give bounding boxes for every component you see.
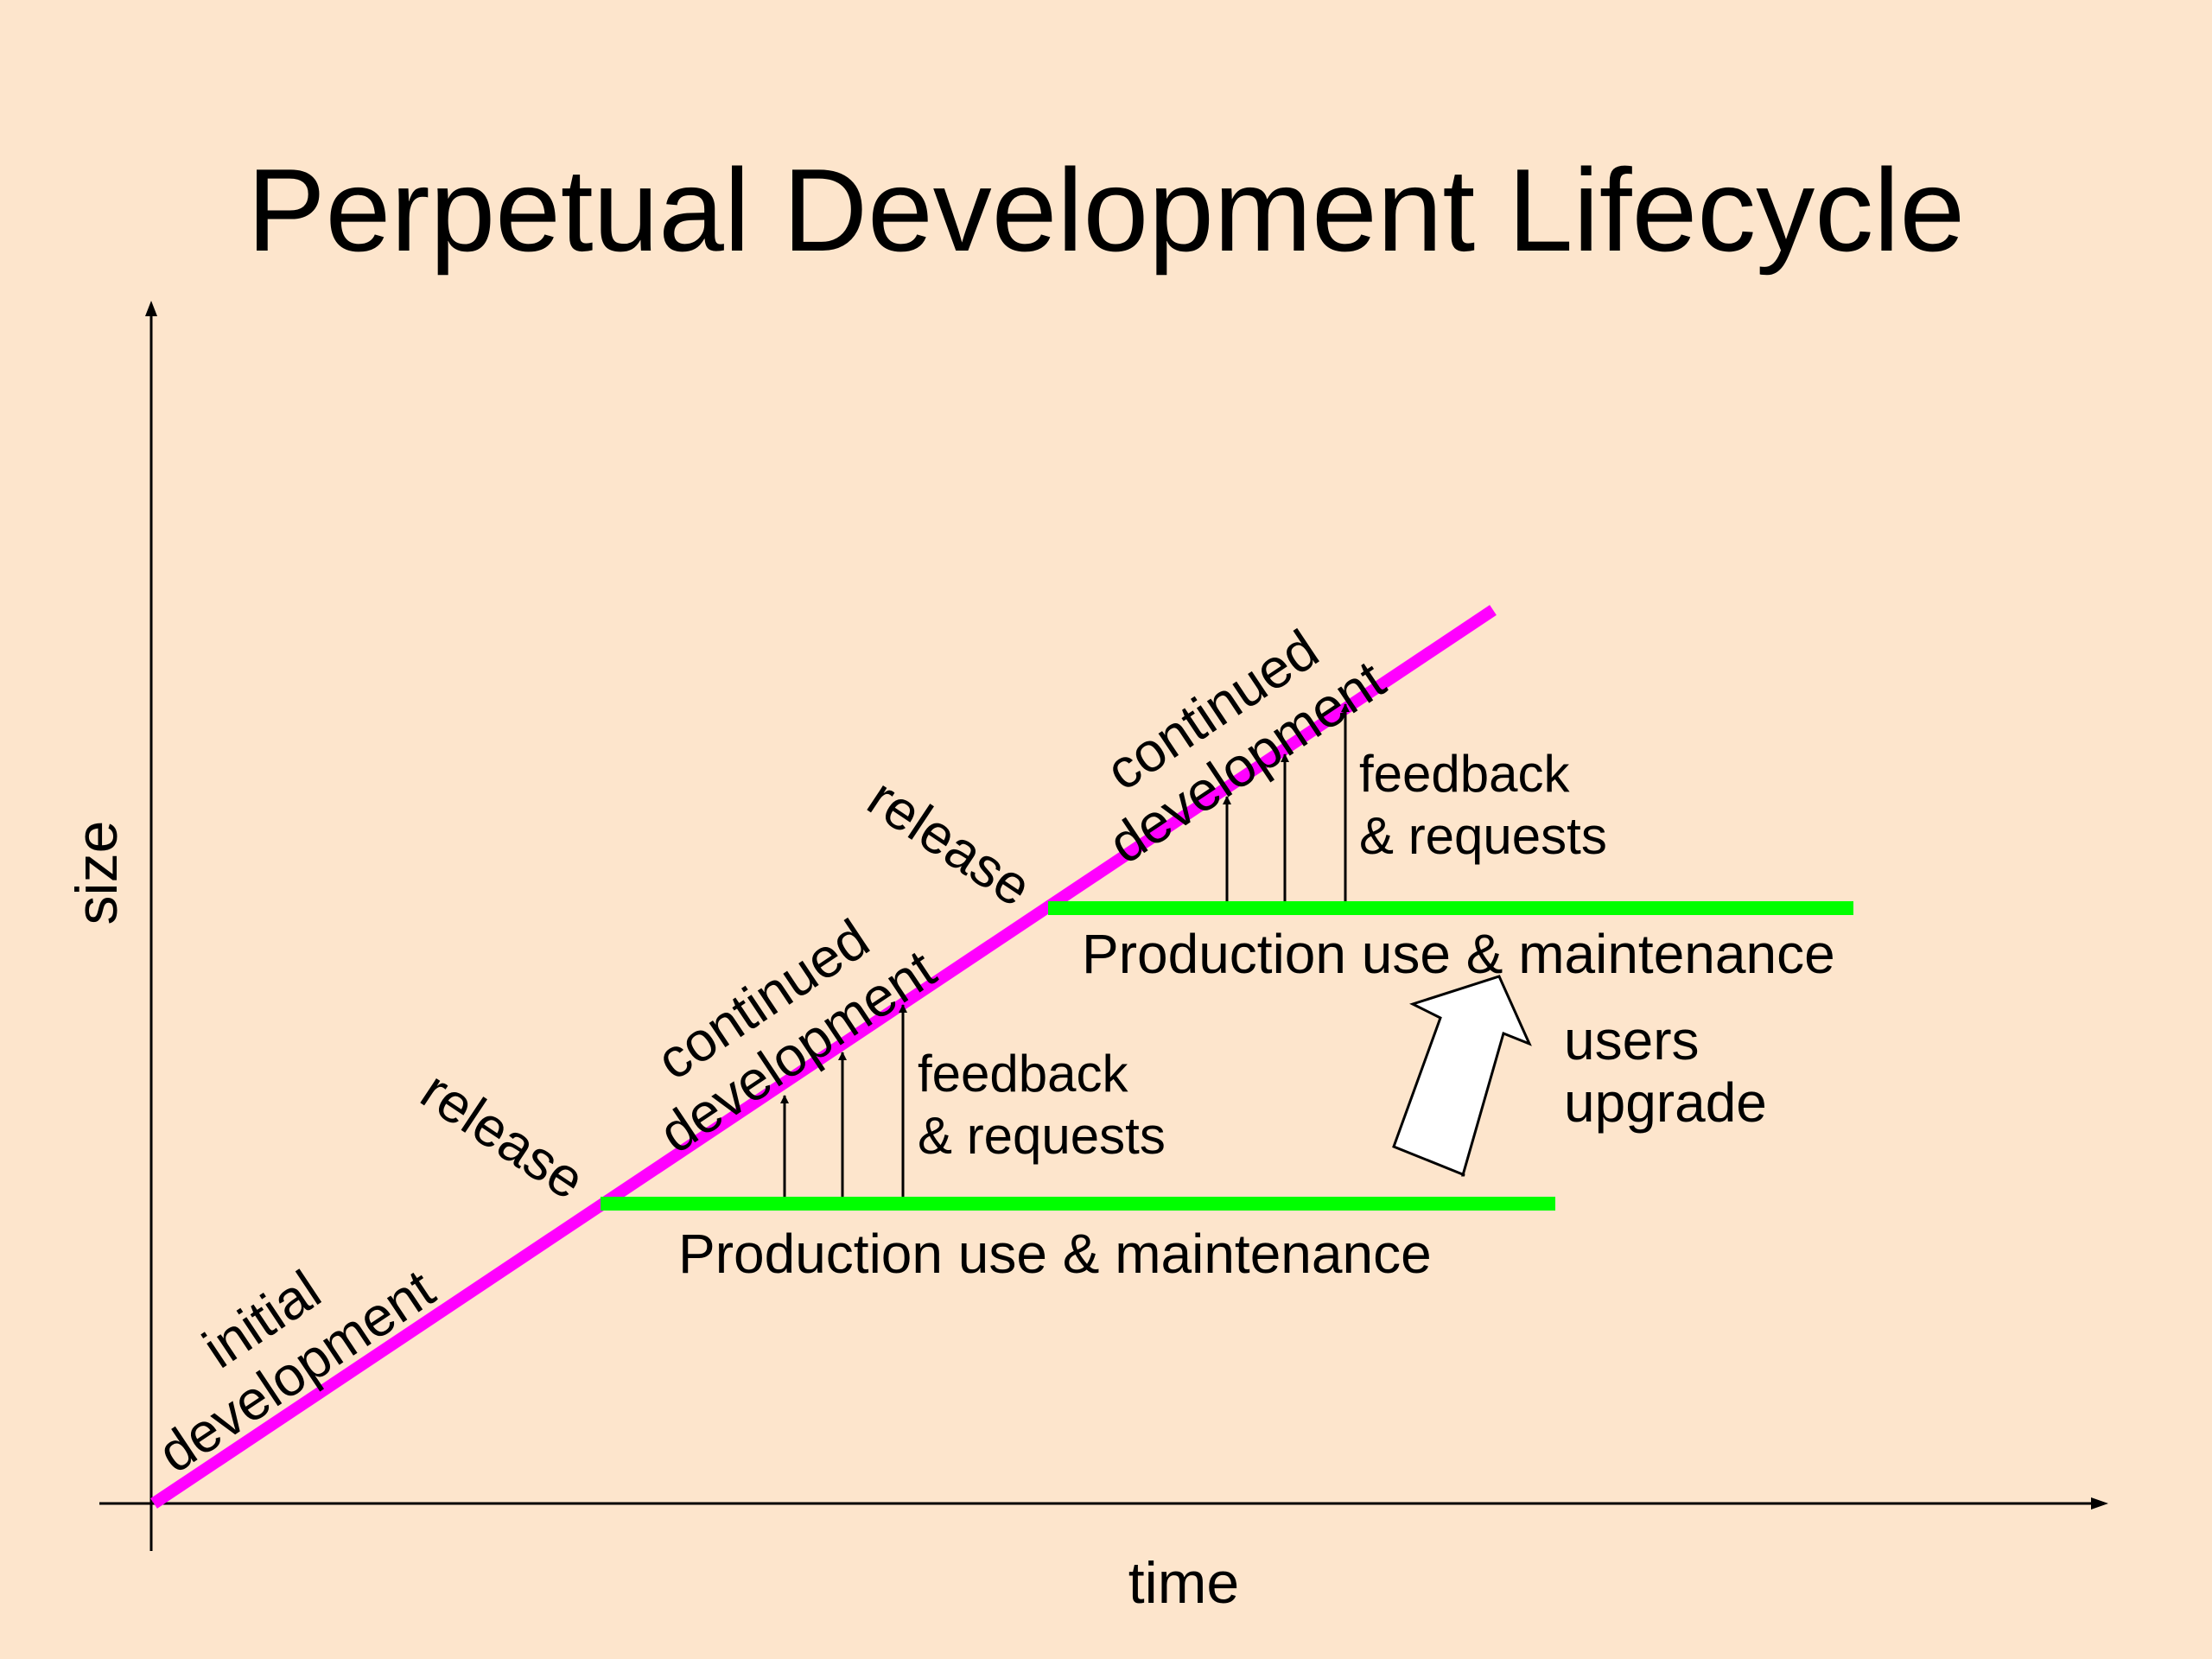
production-label-1: Production use & maintenance [678,1223,1432,1285]
users-upgrade-label: users upgrade [1564,1009,1767,1134]
x-axis-arrow-icon [2091,1497,2108,1510]
continued-development-label-1: continued development [645,907,946,1165]
y-axis-arrow-icon [145,301,157,316]
release-label-2: release [857,766,1043,918]
production-label-2: Production use & maintenance [1082,923,1835,985]
feedback-requests-label-2: feedback & requests [1359,745,1607,865]
slide-title: Perpetual Development Lifecycle [247,144,1965,276]
svg-text:feedback: feedback [1359,745,1571,803]
users-upgrade-arrow-icon [1392,975,1532,1177]
svg-text:& requests: & requests [1359,807,1607,865]
svg-text:& requests: & requests [918,1107,1166,1165]
release-label-1: release [410,1059,596,1211]
feedback-requests-label-1: feedback & requests [918,1045,1166,1165]
svg-text:users: users [1564,1009,1700,1071]
y-axis-label: size [64,821,130,925]
development-line [150,605,1497,1509]
svg-text:upgrade: upgrade [1564,1071,1767,1134]
x-axis-label: time [1128,1550,1239,1616]
svg-text:feedback: feedback [918,1045,1129,1103]
